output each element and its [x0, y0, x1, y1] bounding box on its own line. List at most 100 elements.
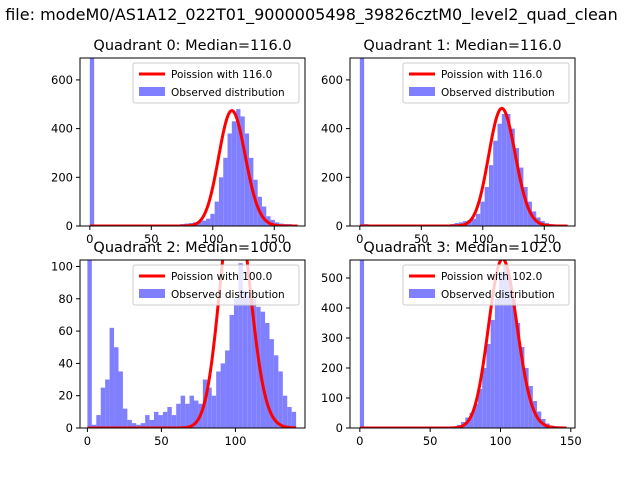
x-tick-label: 150: [533, 232, 555, 246]
axes-frame: [349, 259, 576, 429]
histogram-bar: [154, 411, 159, 428]
axes-frame: [79, 259, 306, 429]
histogram-bar: [180, 395, 186, 428]
x-tick-label: 0: [356, 232, 363, 246]
x-tick-label: 0: [356, 434, 363, 448]
histogram-bar: [197, 221, 202, 226]
y-tick-label: 400: [51, 122, 73, 136]
legend-box: [402, 62, 570, 104]
y-tick-label: 60: [58, 324, 73, 338]
histogram-bar: [477, 389, 483, 428]
chart-panel-2: Quadrant 2: Median=100.0 0 50 100 0 20 40 60 80 1…: [51, 240, 306, 448]
y-tick-label: 0: [336, 219, 343, 233]
histogram-bar: [210, 213, 215, 226]
legend-box: [402, 264, 570, 306]
histogram-bar: [149, 419, 155, 428]
y-tick-label: 40: [58, 356, 73, 370]
y-tick-label: 0: [66, 421, 73, 435]
y-tick-label: 100: [321, 391, 343, 405]
legend-observed-swatch: [139, 87, 165, 96]
histogram-bar: [501, 114, 507, 226]
histogram-bar: [482, 368, 487, 428]
histogram-bar: [122, 408, 128, 428]
histogram-bar: [514, 148, 520, 226]
chart-legend: Poission with 100.0 Observed distribution: [132, 264, 300, 306]
x-tick-label: 100: [472, 232, 494, 246]
histogram-bar: [528, 386, 533, 428]
histogram-bar: [523, 187, 528, 226]
poisson-fit-line: [88, 109, 299, 226]
histogram-bar: [176, 403, 181, 428]
chart-panel-3: Quadrant 3: Median=102.0 0 50 100 150 0 100 200…: [321, 240, 582, 448]
y-tick-label: 0: [336, 421, 343, 435]
histogram-bar: [270, 219, 275, 226]
histogram-bar: [510, 128, 515, 226]
histogram-bar: [490, 320, 495, 428]
histogram-bar: [493, 140, 498, 226]
chart-legend: Poission with 116.0 Observed distribution: [402, 62, 570, 104]
legend-observed-label: Observed distribution: [441, 289, 555, 301]
histogram-bar: [260, 311, 266, 428]
chart-legend: Poission with 116.0 Observed distribution: [132, 62, 300, 104]
x-tick-label: 150: [263, 232, 285, 246]
histogram-bar: [87, 260, 92, 428]
legend-box: [132, 62, 300, 104]
histogram-bar: [127, 419, 132, 428]
histogram-bar: [140, 423, 146, 428]
histogram-bar: [211, 395, 217, 428]
histogram-bar: [100, 387, 106, 428]
histogram-bar: [497, 123, 502, 226]
histogram-bar: [185, 403, 190, 428]
legend-fit-label: Poission with 100.0: [171, 271, 272, 283]
histogram-bar: [220, 363, 226, 428]
figure-title-text: n file: modeM0/AS1A12_022T01_9000005498_…: [0, 5, 618, 24]
chart-title: Quadrant 0: Median=116.0: [93, 38, 291, 54]
histogram-bar: [520, 347, 525, 428]
chart-panel-1: Quadrant 1: Median=116.0 0 50 100 150 0 200 400…: [321, 38, 576, 246]
histogram-bar: [476, 213, 481, 226]
histogram-bar: [89, 58, 95, 226]
histogram-bar: [473, 404, 478, 428]
histogram-bar: [471, 218, 477, 226]
poisson-fit-line: [359, 260, 568, 428]
histogram-bar: [158, 415, 163, 428]
histogram-bar: [359, 260, 365, 428]
histogram-bar: [261, 206, 267, 226]
y-tick-label: 500: [321, 271, 343, 285]
histogram-bar: [244, 133, 250, 226]
x-tick-label: 50: [423, 434, 438, 448]
y-tick-label: 400: [321, 301, 343, 315]
histogram-bar: [145, 415, 150, 428]
histogram-bar: [206, 218, 211, 226]
histogram-bar: [249, 157, 254, 226]
figure-title: n file: modeM0/AS1A12_022T01_9000005498_…: [0, 5, 640, 25]
histogram-bar: [242, 290, 248, 428]
histogram-bar: [240, 116, 245, 226]
histogram-bar: [167, 407, 172, 428]
histogram-bar: [265, 323, 270, 428]
legend-observed-swatch: [409, 87, 435, 96]
legend-fit-label: Poission with 116.0: [171, 69, 272, 81]
histogram-bar: [486, 344, 491, 428]
histogram-bar: [216, 371, 221, 428]
x-tick-label: 0: [84, 434, 91, 448]
legend-box: [132, 264, 300, 306]
histogram-bar: [162, 411, 168, 428]
histogram-bar: [238, 263, 243, 428]
histogram-bar: [287, 407, 292, 428]
histogram-bar: [214, 201, 219, 226]
histogram-bar: [251, 298, 257, 428]
y-tick-label: 200: [321, 170, 343, 184]
histogram-bar: [118, 371, 123, 428]
legend-observed-label: Observed distribution: [171, 87, 285, 99]
histogram-bar: [229, 314, 234, 428]
chart-title: Quadrant 1: Median=116.0: [363, 38, 561, 54]
legend-observed-label: Observed distribution: [171, 289, 285, 301]
histogram-bars: [87, 260, 297, 428]
y-tick-label: 600: [321, 73, 343, 87]
histogram-bar: [201, 220, 207, 226]
chart-title: Quadrant 2: Median=100.0: [93, 240, 291, 256]
histogram-bar: [499, 272, 504, 428]
histogram-bar: [207, 387, 212, 428]
x-tick-label: 50: [154, 434, 169, 448]
